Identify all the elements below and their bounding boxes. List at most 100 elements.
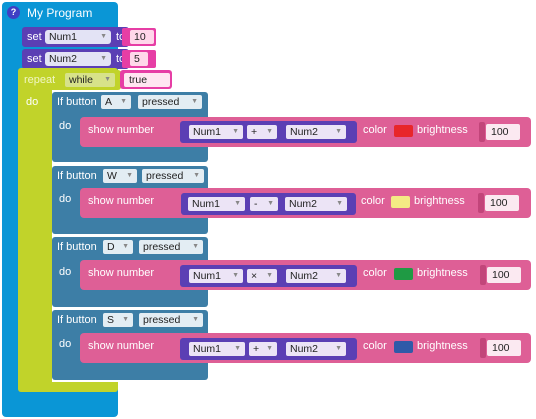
caret-down-icon: ▼ xyxy=(232,272,239,279)
do-keyword: do xyxy=(59,120,72,132)
set-keyword: set xyxy=(27,53,42,65)
caret-down-icon: ▼ xyxy=(266,345,273,352)
show-number-keyword: show number xyxy=(88,340,155,352)
set-keyword: set xyxy=(27,31,42,43)
caret-down-icon: ▼ xyxy=(192,243,199,250)
color-picker[interactable] xyxy=(394,125,413,137)
variable-dropdown[interactable]: Num1 ▼ xyxy=(45,30,111,44)
left-operand-dropdown[interactable]: Num1 ▼ xyxy=(189,125,243,139)
right-operand-dropdown[interactable]: Num2 ▼ xyxy=(285,197,347,211)
state-dropdown[interactable]: pressed ▼ xyxy=(139,313,203,327)
condition-field[interactable]: true xyxy=(124,73,170,87)
state-dropdown[interactable]: pressed ▼ xyxy=(142,169,204,183)
left-operand-dropdown[interactable]: Num1 ▼ xyxy=(188,197,245,211)
set-num1-block[interactable]: set Num1 ▼ to xyxy=(22,27,129,47)
if-button-d-header: If button D ▼ pressed ▼ xyxy=(52,237,208,257)
caret-down-icon: ▼ xyxy=(266,272,273,279)
brightness-block[interactable] xyxy=(479,122,485,142)
operator-dropdown[interactable]: × ▼ xyxy=(247,269,277,283)
if-button-keyword: If button xyxy=(57,314,97,326)
do-keyword: do xyxy=(59,193,72,205)
right-operand-dropdown[interactable]: Num2 ▼ xyxy=(286,342,346,356)
state-dropdown[interactable]: pressed ▼ xyxy=(139,240,203,254)
brightness-field[interactable]: 100 xyxy=(486,124,520,140)
button-dropdown[interactable]: D ▼ xyxy=(103,240,133,254)
do-keyword: do xyxy=(59,266,72,278)
show-number-keyword: show number xyxy=(88,267,155,279)
do-keyword: do xyxy=(26,96,39,108)
show-number-keyword: show number xyxy=(88,195,155,207)
caret-down-icon: ▼ xyxy=(335,128,342,135)
brightness-field[interactable]: 100 xyxy=(487,267,521,283)
show-number-block[interactable]: show number Num1 ▼ + ▼ Num2 ▼ color brightn… xyxy=(80,117,531,147)
caret-down-icon: ▼ xyxy=(335,272,342,279)
repeat-keyword: repeat xyxy=(24,74,56,86)
color-picker[interactable] xyxy=(394,341,413,353)
brightness-field[interactable]: 100 xyxy=(485,195,519,211)
caret-down-icon: ▼ xyxy=(100,33,107,40)
if-button-keyword: If button xyxy=(57,96,97,108)
color-keyword: color xyxy=(363,124,387,136)
brightness-keyword: brightness xyxy=(417,267,468,279)
if-button-w-header: If button W ▼ pressed ▼ xyxy=(52,166,208,186)
brightness-keyword: brightness xyxy=(417,340,468,352)
caret-down-icon: ▼ xyxy=(192,316,199,323)
value-field[interactable]: 5 xyxy=(130,52,148,66)
to-keyword: to xyxy=(116,53,126,65)
color-keyword: color xyxy=(363,267,387,279)
show-number-block[interactable]: show number Num1 ▼ - ▼ Num2 ▼ color brightn… xyxy=(80,188,531,218)
caret-down-icon: ▼ xyxy=(336,200,343,207)
caret-down-icon: ▼ xyxy=(120,98,127,105)
brightness-block[interactable] xyxy=(480,265,486,285)
left-operand-dropdown[interactable]: Num1 ▼ xyxy=(189,342,245,356)
to-keyword: to xyxy=(116,31,126,43)
loop-mode-dropdown[interactable]: while ▼ xyxy=(65,73,115,87)
caret-down-icon: ▼ xyxy=(126,172,133,179)
caret-down-icon: ▼ xyxy=(234,200,241,207)
if-button-a-header: If button A ▼ pressed ▼ xyxy=(52,92,208,112)
help-icon[interactable]: ? xyxy=(7,6,20,19)
brightness-block[interactable] xyxy=(480,338,486,358)
color-keyword: color xyxy=(361,195,385,207)
button-dropdown[interactable]: W ▼ xyxy=(103,169,137,183)
if-button-s-header: If button S ▼ pressed ▼ xyxy=(52,310,208,330)
button-dropdown[interactable]: S ▼ xyxy=(103,313,133,327)
program-title: My Program xyxy=(27,6,93,20)
repeat-header[interactable]: repeat while ▼ xyxy=(18,70,121,90)
caret-down-icon: ▼ xyxy=(266,128,273,135)
caret-down-icon: ▼ xyxy=(100,55,107,62)
right-operand-dropdown[interactable]: Num2 ▼ xyxy=(286,125,346,139)
state-dropdown[interactable]: pressed ▼ xyxy=(138,95,202,109)
left-operand-dropdown[interactable]: Num1 ▼ xyxy=(189,269,243,283)
color-picker[interactable] xyxy=(391,196,410,208)
brightness-block[interactable] xyxy=(478,193,484,213)
operator-dropdown[interactable]: + ▼ xyxy=(249,342,277,356)
button-dropdown[interactable]: A ▼ xyxy=(101,95,131,109)
set-num2-block[interactable]: set Num2 ▼ to xyxy=(22,49,129,69)
if-button-keyword: If button xyxy=(57,241,97,253)
brightness-field[interactable]: 100 xyxy=(487,340,521,356)
show-number-block[interactable]: show number Num1 ▼ × ▼ Num2 ▼ color brightn… xyxy=(80,260,531,290)
caret-down-icon: ▼ xyxy=(104,76,111,83)
caret-down-icon: ▼ xyxy=(122,243,129,250)
operator-dropdown[interactable]: - ▼ xyxy=(250,197,278,211)
right-operand-dropdown[interactable]: Num2 ▼ xyxy=(286,269,346,283)
caret-down-icon: ▼ xyxy=(234,345,241,352)
color-keyword: color xyxy=(363,340,387,352)
if-button-keyword: If button xyxy=(57,170,97,182)
variable-dropdown[interactable]: Num2 ▼ xyxy=(45,52,111,66)
caret-down-icon: ▼ xyxy=(267,200,274,207)
caret-down-icon: ▼ xyxy=(193,172,200,179)
value-field[interactable]: 10 xyxy=(130,30,154,44)
caret-down-icon: ▼ xyxy=(191,98,198,105)
do-keyword: do xyxy=(59,338,72,350)
brightness-keyword: brightness xyxy=(414,195,465,207)
caret-down-icon: ▼ xyxy=(232,128,239,135)
color-picker[interactable] xyxy=(394,268,413,280)
caret-down-icon: ▼ xyxy=(122,316,129,323)
show-number-block[interactable]: show number Num1 ▼ + ▼ Num2 ▼ color brightn… xyxy=(80,333,531,363)
brightness-keyword: brightness xyxy=(417,124,468,136)
caret-down-icon: ▼ xyxy=(335,345,342,352)
operator-dropdown[interactable]: + ▼ xyxy=(247,125,277,139)
show-number-keyword: show number xyxy=(88,124,155,136)
